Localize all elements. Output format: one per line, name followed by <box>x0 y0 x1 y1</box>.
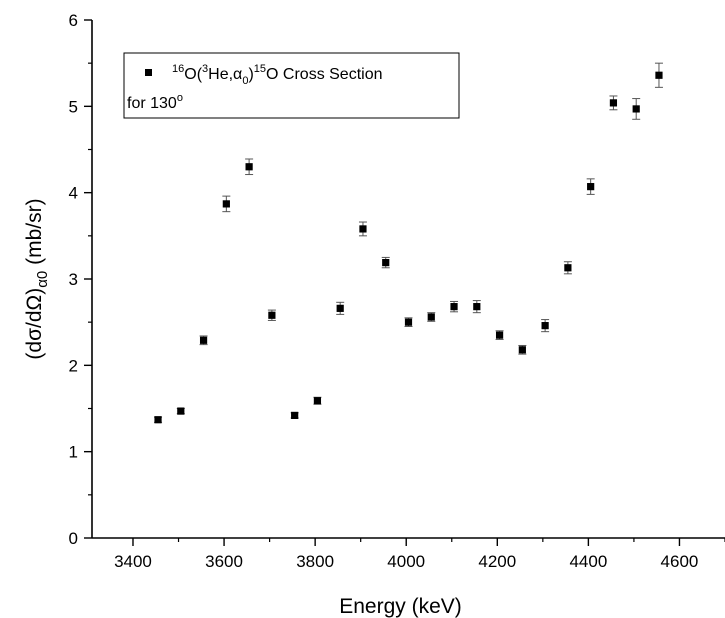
legend-series-label-part: 0 <box>242 75 248 87</box>
data-point <box>655 71 663 79</box>
y-tick-label: 4 <box>69 184 78 203</box>
legend-box <box>123 52 460 119</box>
data-point <box>427 313 435 321</box>
data-point <box>336 304 344 312</box>
x-tick-label: 3400 <box>114 552 152 571</box>
legend-note-part: o <box>177 92 183 104</box>
data-point <box>359 225 367 233</box>
data-point <box>291 411 299 420</box>
legend-note: for 130o <box>127 92 183 112</box>
data-point <box>450 303 458 311</box>
legend-marker <box>145 69 152 76</box>
data-point <box>268 311 276 319</box>
legend-series-label-part: ) <box>248 66 253 83</box>
y-tick-label: 1 <box>69 443 78 462</box>
data-point <box>587 183 595 191</box>
y-title-sub: α0 <box>34 271 51 288</box>
legend-series-label-part: He,α <box>208 66 242 83</box>
legend-series-label-part: O( <box>184 66 202 83</box>
y-title-main: (dσ/dΩ) <box>23 288 46 360</box>
data-point <box>154 416 162 424</box>
axes: 0 1 2 3 4 5 6 3400 3600 3800 4000 4200 4400 4600 <box>69 11 725 571</box>
legend-note-part: for 130 <box>127 95 177 112</box>
legend-series-label-part: 16 <box>172 63 184 75</box>
data-point <box>518 346 526 354</box>
x-tick-label: 4200 <box>478 552 516 571</box>
data-point <box>541 322 549 330</box>
data-point <box>222 200 230 208</box>
y-tick-label: 2 <box>69 356 78 375</box>
x-axis-title: Energy (keV) <box>339 595 462 618</box>
data-point <box>382 258 390 267</box>
data-point <box>564 264 572 272</box>
y-tick-label: 3 <box>69 270 78 289</box>
data-point <box>177 407 185 415</box>
data-markers <box>154 71 663 424</box>
data-point <box>313 397 322 405</box>
legend-series-label-part: 3 <box>202 63 208 75</box>
legend-series-label-part: 15 <box>254 63 266 75</box>
legend-series-label-part: O Cross Section <box>266 66 382 83</box>
data-point <box>245 163 253 171</box>
data-point <box>404 318 413 326</box>
x-tick-label: 4400 <box>569 552 607 571</box>
y-tick-label: 6 <box>69 11 78 30</box>
data-point <box>495 331 504 339</box>
x-tick-label: 4600 <box>661 552 699 571</box>
legend-series-label: 16O(3He,α0)15O Cross Section <box>172 63 383 87</box>
x-tick-label: 3600 <box>205 552 243 571</box>
data-point <box>199 336 208 344</box>
y-tick-label: 0 <box>69 529 78 548</box>
data-point <box>473 303 481 311</box>
y-title-unit: (mb/sr) <box>23 198 46 270</box>
data-point <box>632 105 640 113</box>
y-axis-title: (dσ/dΩ)α0 (mb/sr) <box>23 198 51 359</box>
x-tick-label: 4000 <box>387 552 425 571</box>
x-tick-label: 3800 <box>296 552 334 571</box>
y-tick-label: 5 <box>69 97 78 116</box>
legend: 16O(3He,α0)15O Cross Section for 130o <box>123 52 460 119</box>
data-point <box>609 99 618 107</box>
